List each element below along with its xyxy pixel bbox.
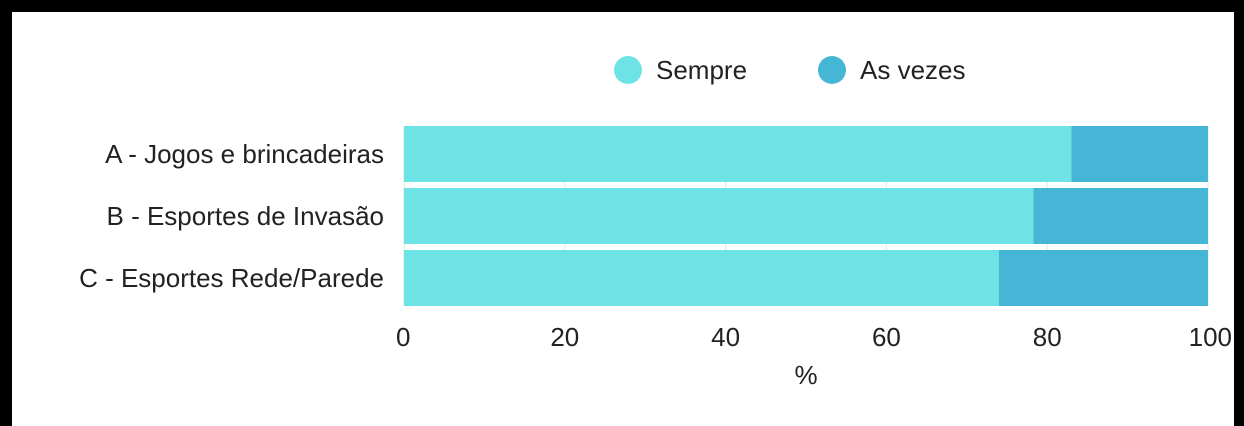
- x-axis-label: %: [794, 360, 817, 390]
- legend: Sempre As vezes: [614, 55, 966, 85]
- legend-swatch-as-vezes: [818, 56, 846, 84]
- x-tick-labels: 0 20 40 60 80 100: [396, 322, 1232, 352]
- bar-sempre-1: [404, 188, 1034, 244]
- x-tick-label: 40: [711, 322, 740, 352]
- legend-label: Sempre: [656, 55, 747, 85]
- x-tick-label: 20: [550, 322, 579, 352]
- bar-sempre-2: [404, 250, 999, 306]
- x-tick-label: 60: [872, 322, 901, 352]
- x-tick-label: 100: [1189, 322, 1232, 352]
- category-labels: A - Jogos e brincadeiras B - Esportes de …: [79, 139, 384, 293]
- bar-as-vezes-0: [1071, 126, 1208, 182]
- category-label: B - Esportes de Invasão: [107, 201, 384, 231]
- x-tick-label: 0: [396, 322, 410, 352]
- category-label: A - Jogos e brincadeiras: [105, 139, 384, 169]
- bar-as-vezes-1: [1033, 188, 1208, 244]
- legend-label: As vezes: [860, 55, 966, 85]
- x-tick-label: 80: [1033, 322, 1062, 352]
- legend-swatch-sempre: [614, 56, 642, 84]
- category-label: C - Esportes Rede/Parede: [79, 263, 384, 293]
- bar-sempre-0: [404, 126, 1072, 182]
- bars: [404, 126, 1208, 306]
- bar-as-vezes-2: [998, 250, 1208, 306]
